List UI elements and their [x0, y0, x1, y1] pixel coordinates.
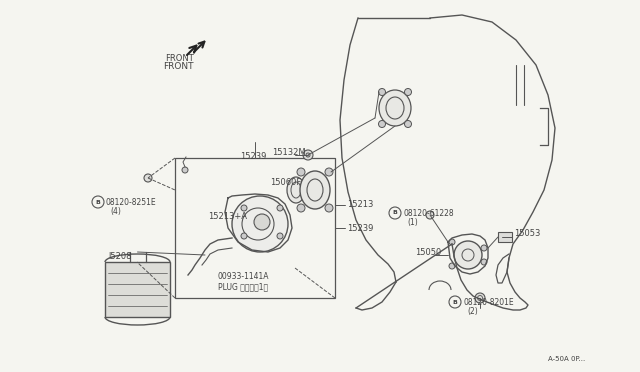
Text: 15053: 15053: [514, 229, 540, 238]
Text: (2): (2): [467, 307, 477, 316]
Text: B: B: [95, 199, 100, 205]
Circle shape: [325, 204, 333, 212]
Text: B: B: [452, 299, 458, 305]
Circle shape: [241, 233, 247, 239]
Ellipse shape: [287, 177, 305, 203]
Ellipse shape: [379, 90, 411, 126]
Circle shape: [232, 196, 288, 252]
Text: 15050: 15050: [415, 248, 441, 257]
Circle shape: [404, 89, 412, 96]
Text: 15213+A: 15213+A: [208, 212, 247, 221]
Text: 15132M: 15132M: [272, 148, 306, 157]
Circle shape: [277, 233, 283, 239]
Text: A-50A 0P...: A-50A 0P...: [548, 356, 585, 362]
Bar: [175, 158, 335, 298]
Circle shape: [426, 211, 434, 219]
Circle shape: [449, 239, 455, 245]
Text: (1): (1): [407, 218, 418, 227]
Circle shape: [378, 121, 385, 128]
Bar: [498, 232, 512, 242]
Text: 00933-1141A: 00933-1141A: [218, 272, 269, 281]
Bar: [105, 262, 170, 317]
Text: 08120-8201E: 08120-8201E: [463, 298, 514, 307]
Circle shape: [481, 245, 487, 251]
Circle shape: [297, 204, 305, 212]
Circle shape: [404, 121, 412, 128]
Circle shape: [303, 150, 313, 160]
Text: 15213: 15213: [347, 200, 373, 209]
Circle shape: [449, 263, 455, 269]
Circle shape: [241, 205, 247, 211]
Text: 08120-8251E: 08120-8251E: [106, 198, 157, 207]
Text: FRONT: FRONT: [165, 54, 194, 63]
Ellipse shape: [300, 171, 330, 209]
Circle shape: [475, 293, 485, 303]
Circle shape: [182, 167, 188, 173]
Text: PLUG プラグ（1）: PLUG プラグ（1）: [218, 282, 268, 291]
Circle shape: [481, 259, 487, 265]
Text: 15060F: 15060F: [270, 178, 301, 187]
Text: 08120-61228: 08120-61228: [403, 209, 454, 218]
Text: l5208: l5208: [108, 252, 131, 261]
Text: FRONT: FRONT: [163, 62, 193, 71]
Circle shape: [378, 89, 385, 96]
Circle shape: [144, 174, 152, 182]
Text: (4): (4): [110, 207, 121, 216]
Circle shape: [277, 205, 283, 211]
Circle shape: [454, 241, 482, 269]
Text: 15239: 15239: [347, 224, 373, 233]
Circle shape: [325, 168, 333, 176]
Text: 15239: 15239: [240, 152, 266, 161]
Circle shape: [254, 214, 270, 230]
Circle shape: [297, 168, 305, 176]
Text: B: B: [392, 211, 397, 215]
